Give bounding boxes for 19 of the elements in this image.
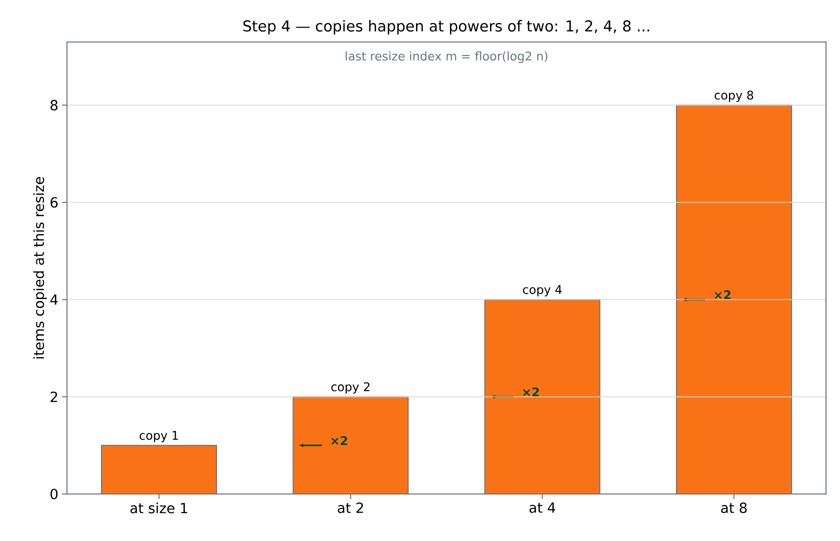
y-tick-label: 2 [50,392,58,402]
data-label: copy 2 [331,382,370,394]
chart-title: Step 4 — copies happen at powers of two: 1, 2, 4, 8 ... [243,20,650,34]
x-tick-label: at 2 [338,502,363,514]
data-label: copy 4 [523,285,562,296]
y-tick-label: 4 [50,294,58,305]
annotation: ×2 [523,387,539,396]
annotation: ×2 [331,436,348,445]
annotation: last resize index m = floor(log2 n) [346,51,548,63]
data-label: copy 1 [140,430,178,442]
y-tick-label: 6 [50,197,58,208]
x-tick-label: at size 1 [130,502,188,514]
y-axis-title: items copied at this resize [33,177,47,358]
annotation: ×2 [714,290,731,300]
data-label: copy 8 [714,90,754,102]
y-tick-label: 0 [50,488,58,500]
y-tick-label: 8 [50,100,58,110]
x-tick-label: at 4 [530,502,556,513]
x-tick-label: at 8 [721,502,747,514]
